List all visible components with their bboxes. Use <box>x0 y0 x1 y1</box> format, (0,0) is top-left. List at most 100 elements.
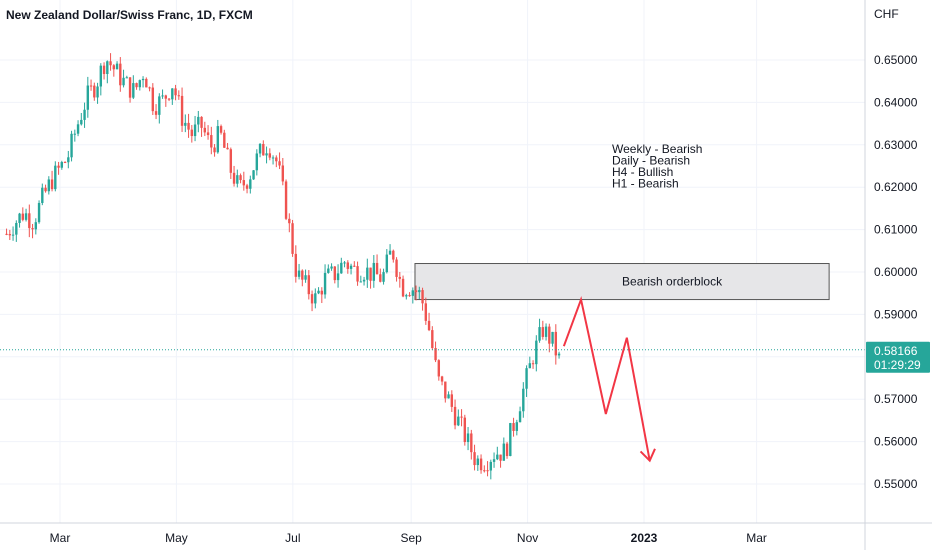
price-tick-label: 0.65000 <box>874 53 918 67</box>
candle-body <box>362 279 366 282</box>
candle-body <box>239 175 242 181</box>
candle-body <box>385 254 389 273</box>
candle-body <box>67 157 70 163</box>
price-tick-label: 0.59000 <box>874 307 918 321</box>
candle-body <box>427 320 431 331</box>
candle-body <box>294 253 298 277</box>
candle-body <box>349 265 353 269</box>
candle-body <box>418 290 421 293</box>
projection-path <box>562 295 651 461</box>
candle-body <box>15 222 18 235</box>
price-axis[interactable]: 0.65000 0.64000 0.63000 0.62000 0.61000 0.600… <box>874 53 918 491</box>
time-tick-label: Jul <box>285 531 300 545</box>
candle-body <box>249 179 252 189</box>
candle-body <box>447 394 450 399</box>
candle-body <box>265 153 268 156</box>
candle-body <box>531 363 535 365</box>
bias-h1: H1 - Bearish <box>612 177 679 191</box>
price-tick-label: 0.62000 <box>874 180 918 194</box>
candle-body <box>184 122 187 126</box>
candle-body <box>405 295 408 297</box>
candle-body <box>288 218 291 224</box>
candle-body <box>453 406 457 426</box>
candle-body <box>528 363 532 369</box>
candle-body <box>541 327 545 337</box>
candle-body <box>525 368 528 389</box>
candle-body <box>359 281 363 283</box>
candle-body <box>167 98 171 100</box>
candle-body <box>512 423 515 431</box>
candle-body <box>60 162 64 168</box>
candle-body <box>388 250 392 255</box>
price-tick-label: 0.57000 <box>874 392 918 406</box>
candle-body <box>161 95 164 97</box>
price-tick-label: 0.56000 <box>874 435 918 449</box>
candle-body <box>483 470 486 472</box>
candle-body <box>119 63 122 86</box>
price-tick-label: 0.61000 <box>874 223 918 237</box>
candle-body <box>353 265 356 267</box>
candle-body <box>431 330 434 349</box>
candle-body <box>440 376 444 382</box>
candle-body <box>93 85 96 98</box>
candle-body <box>50 179 54 190</box>
candle-body <box>96 86 99 98</box>
candle-body <box>11 234 15 236</box>
candle-body <box>203 127 207 133</box>
candle-body <box>369 267 372 281</box>
time-tick-label: May <box>165 531 188 545</box>
candle-body <box>278 161 281 166</box>
candle-body <box>193 124 197 137</box>
candle-body <box>509 423 512 457</box>
time-tick-label: Nov <box>517 531 538 545</box>
bearish-orderblock-zone <box>414 263 830 301</box>
candle-body <box>336 273 340 281</box>
candle-body <box>34 222 38 230</box>
candle-body <box>372 262 376 281</box>
candle-body <box>164 95 168 99</box>
candle-body <box>106 61 109 75</box>
candle-body <box>258 143 262 154</box>
candle-body <box>538 327 541 341</box>
candle-body <box>268 153 272 158</box>
candle-body <box>245 185 249 189</box>
candle-body <box>314 293 317 304</box>
candle-body <box>522 388 525 412</box>
price-tick-label: 0.63000 <box>874 138 918 152</box>
candle-body <box>492 459 496 462</box>
candle-body <box>102 65 106 75</box>
candle-body <box>174 88 177 96</box>
candle-body <box>24 213 28 220</box>
candle-body <box>210 135 213 148</box>
candle-body <box>132 83 135 98</box>
candle-body <box>180 95 184 126</box>
candle-body <box>242 180 246 186</box>
candle-body <box>463 417 467 443</box>
candle-body <box>450 394 454 407</box>
candle-body <box>73 133 77 135</box>
candle-body <box>366 267 369 280</box>
candle-body <box>291 223 294 254</box>
bias-notes: Weekly - Bearish Daily - Bearish H4 - Bu… <box>612 142 702 191</box>
candle-body <box>229 149 233 173</box>
candle-body <box>89 85 93 87</box>
time-tick-label: 2023 <box>631 531 658 545</box>
candle-body <box>236 175 239 184</box>
candle-body <box>515 422 519 431</box>
candle-body <box>470 433 473 453</box>
candle-body <box>551 331 554 344</box>
candle-body <box>5 233 8 235</box>
candle-body <box>395 259 398 277</box>
candle-body <box>151 87 155 112</box>
candle-body <box>535 340 538 365</box>
time-axis[interactable]: Mar May Jul Sep Nov 2023 Mar <box>50 531 767 545</box>
candle-body <box>190 129 194 137</box>
time-tick-label: Mar <box>50 531 71 545</box>
candle-body <box>392 250 395 260</box>
candle-body <box>304 275 307 280</box>
candle-body <box>44 187 47 192</box>
candle-body <box>434 348 437 361</box>
orderblock-label: Bearish orderblock <box>622 275 723 289</box>
candle-body <box>37 202 41 223</box>
